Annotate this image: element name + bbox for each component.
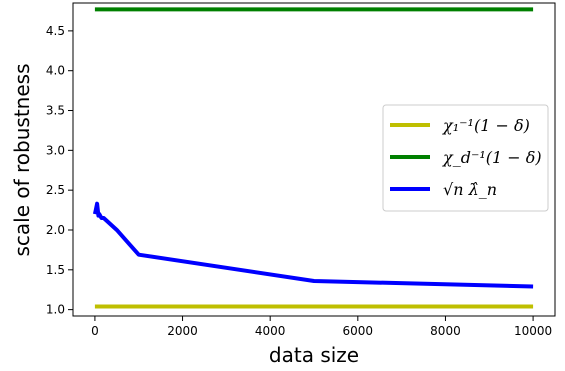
y-tick-label: 2.0 <box>46 223 65 237</box>
legend-chi1-text: χ₁⁻¹(1 − δ) <box>442 116 530 135</box>
y-tick-label: 1.0 <box>46 303 65 317</box>
y-tick-label: 3.0 <box>46 143 65 157</box>
x-tick-label: 6000 <box>343 324 374 338</box>
x-axis-ticks: 0 2000 4000 6000 8000 10000 <box>91 316 552 338</box>
legend-label-chi1: χ₁⁻¹(1 − δ) <box>442 116 530 135</box>
x-tick-label: 0 <box>91 324 99 338</box>
x-tick-label: 4000 <box>255 324 286 338</box>
y-tick-label: 1.5 <box>46 263 65 277</box>
y-tick-label: 4.0 <box>46 64 65 78</box>
legend-chid-text: χ_d⁻¹(1 − δ) <box>442 148 542 167</box>
plot-series <box>92 7 534 309</box>
legend-box <box>382 104 549 212</box>
y-tick-label: 3.5 <box>46 104 65 118</box>
legend: χ₁⁻¹(1 − δ) χ_d⁻¹(1 − δ) √n λ̂_n <box>382 104 549 212</box>
series-line-sqrtn <box>92 201 534 289</box>
y-axis-ticks: 1.0 1.5 2.0 2.5 3.0 3.5 4.0 4.5 <box>46 24 73 317</box>
x-axis-label: data size <box>269 343 359 367</box>
x-tick-label: 2000 <box>167 324 198 338</box>
legend-label-chid: χ_d⁻¹(1 − δ) <box>442 148 542 167</box>
y-tick-label: 2.5 <box>46 183 65 197</box>
y-axis-label: scale of robustness <box>10 64 34 257</box>
legend-sqrtn-text: √n λ̂_n <box>443 180 497 199</box>
y-tick-label: 4.5 <box>46 24 65 38</box>
legend-label-sqrtn: √n λ̂_n <box>443 180 497 199</box>
x-tick-label: 8000 <box>430 324 461 338</box>
x-tick-label: 10000 <box>514 324 552 338</box>
plot-frame <box>72 2 556 317</box>
